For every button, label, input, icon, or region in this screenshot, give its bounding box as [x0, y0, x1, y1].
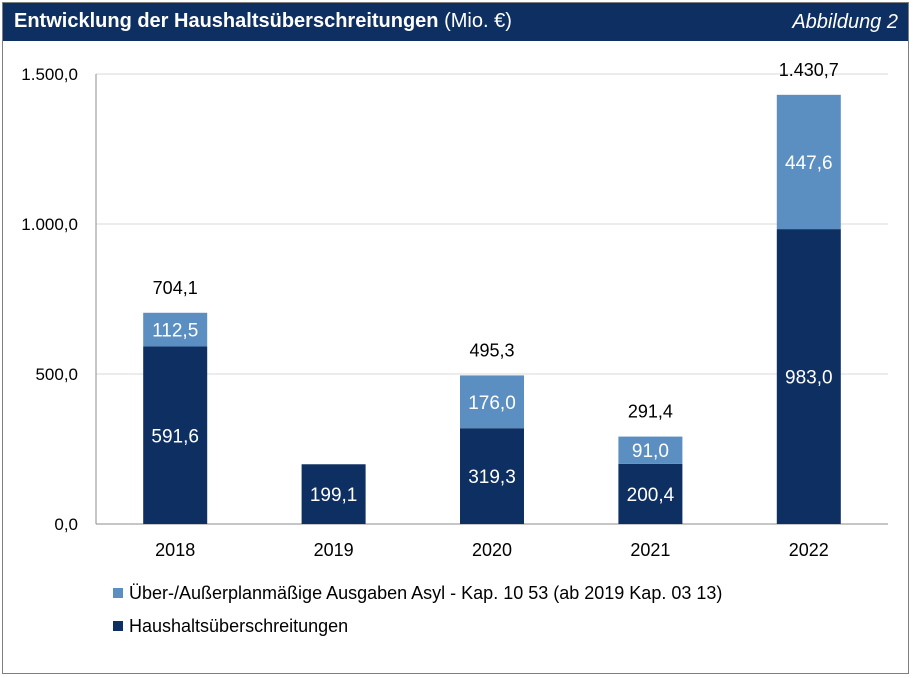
- chart-title: Entwicklung der Haushaltsüberschreitunge…: [14, 10, 512, 33]
- legend-swatch-asyl: [113, 588, 123, 598]
- bar-haushalt-2021: [618, 463, 683, 524]
- y-tick-label: 0,0: [54, 515, 78, 534]
- x-tick-label: 2018: [155, 540, 195, 560]
- total-label: 704,1: [153, 278, 198, 298]
- total-label: 495,3: [469, 340, 514, 360]
- bar-asyl-2022: [776, 94, 841, 230]
- bar-haushalt-2020: [460, 428, 524, 524]
- figure-label: Abbildung 2: [792, 11, 898, 33]
- bar-haushalt-2019: [301, 464, 366, 524]
- x-tick-label: 2021: [630, 540, 670, 560]
- chart-title-main: Entwicklung der Haushaltsüberschreitunge…: [14, 10, 439, 32]
- stacked-bar-chart: 0,0 500,0 1.000,0 1.500,0 591,6 112,5 704,1 201…: [21, 60, 888, 560]
- legend-item-asyl: Über-/Außerplanmäßige Ausgaben Asyl - Ka…: [113, 583, 722, 604]
- legend-item-haushalt: Haushaltsüberschreitungen: [113, 616, 348, 637]
- bar-haushalt-2018: [143, 346, 208, 524]
- chart-header: Entwicklung der Haushaltsüberschreitunge…: [3, 3, 908, 41]
- data-label: 176,0: [468, 393, 516, 414]
- bar-haushalt-2022: [776, 229, 841, 524]
- chart-title-unit: (Mio. €): [444, 10, 512, 32]
- bar-asyl-2020: [460, 375, 524, 429]
- y-tick-label: 500,0: [35, 365, 78, 384]
- bar-asyl-2018: [143, 312, 208, 347]
- data-label: 447,6: [785, 153, 833, 174]
- y-tick-label: 1.500,0: [21, 65, 78, 84]
- x-tick-label: 2020: [472, 540, 512, 560]
- bar-asyl-2021: [618, 436, 683, 464]
- data-label: 112,5: [152, 321, 198, 342]
- data-label: 319,3: [468, 467, 516, 488]
- data-label: 200,4: [627, 485, 675, 506]
- data-label: 591,6: [151, 426, 199, 447]
- x-tick-label: 2019: [314, 540, 354, 560]
- data-label: 983,0: [785, 368, 833, 389]
- data-label: 199,1: [310, 485, 358, 506]
- total-label: 291,4: [628, 402, 673, 422]
- legend-label-asyl: Über-/Außerplanmäßige Ausgaben Asyl - Ka…: [129, 583, 723, 603]
- data-label: 91,0: [632, 441, 669, 462]
- legend-swatch-haushalt: [113, 621, 123, 631]
- legend-label-haushalt: Haushaltsüberschreitungen: [129, 616, 349, 636]
- x-tick-label: 2022: [789, 540, 829, 560]
- y-tick-label: 1.000,0: [21, 215, 78, 234]
- total-label: 1.430,7: [779, 60, 839, 80]
